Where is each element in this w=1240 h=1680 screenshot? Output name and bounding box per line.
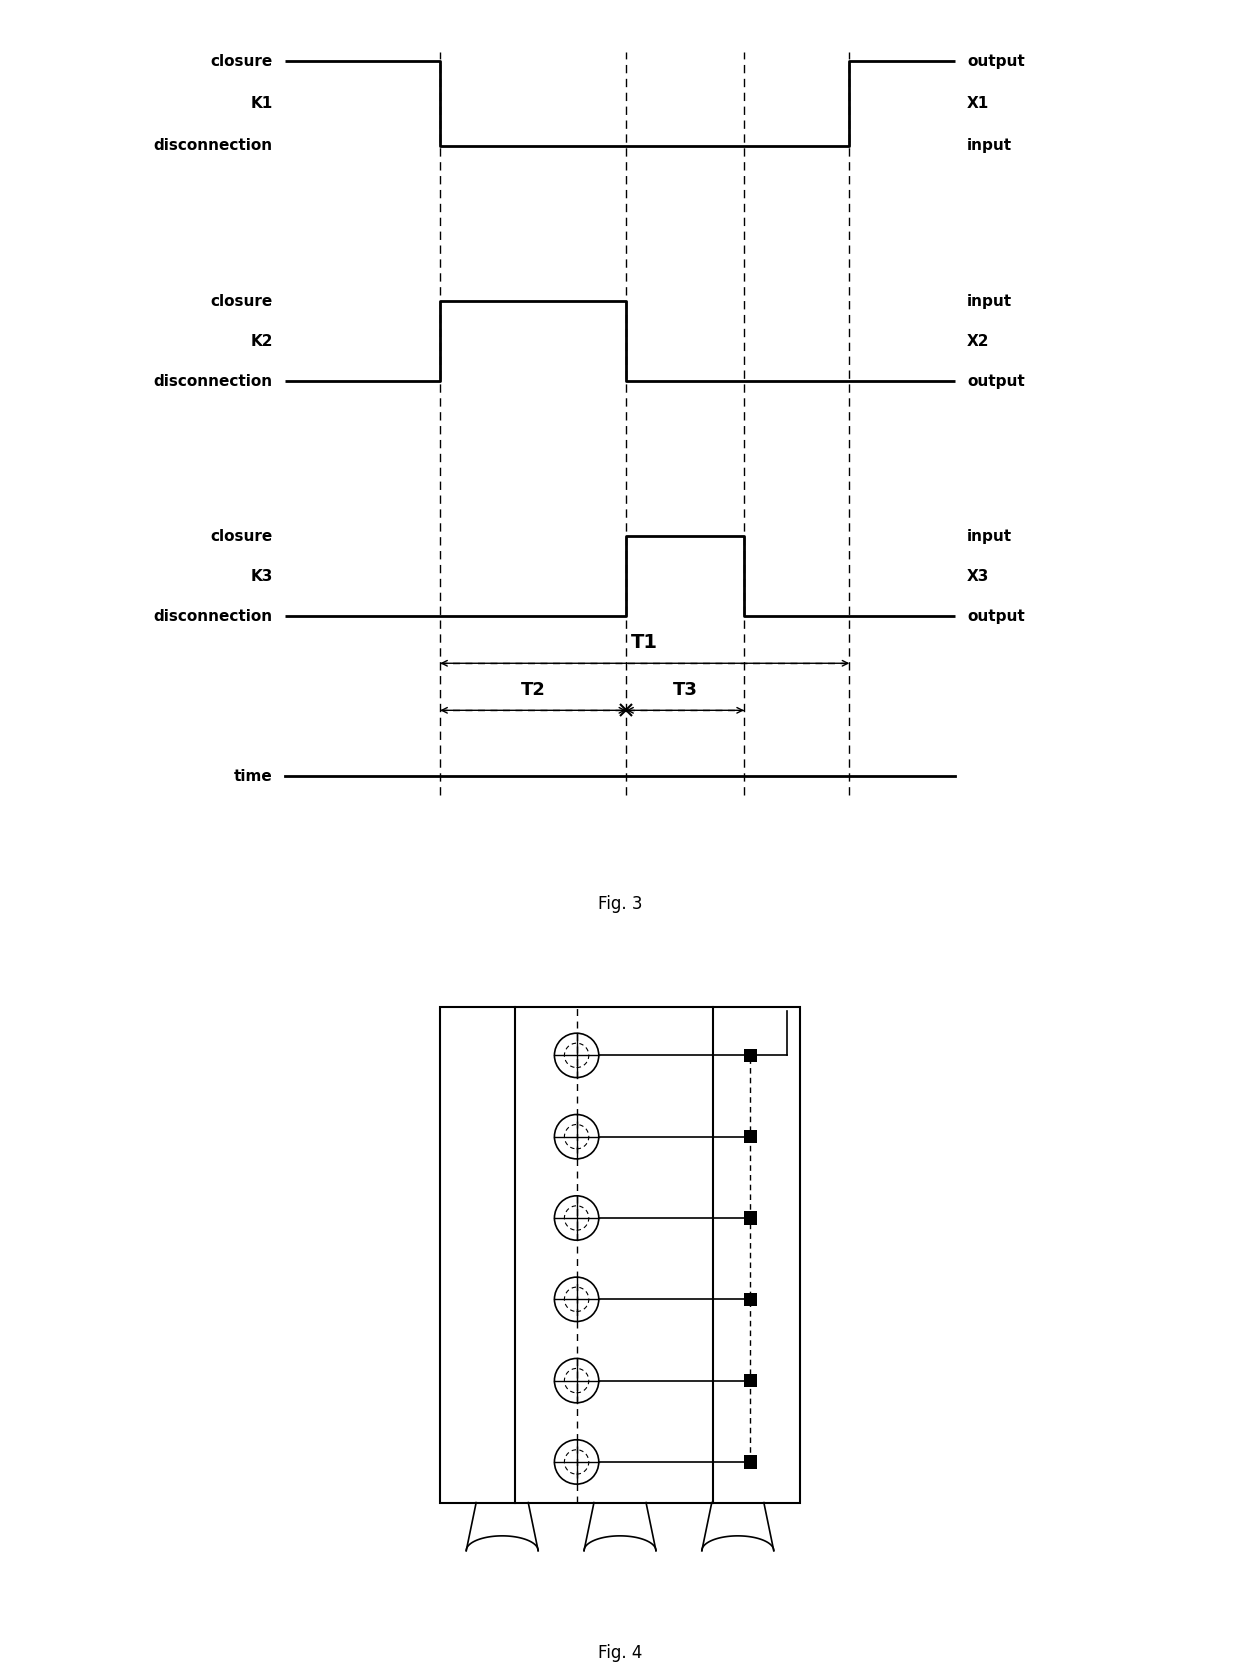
Text: disconnection: disconnection xyxy=(154,373,273,388)
Text: K3: K3 xyxy=(250,570,273,583)
Text: input: input xyxy=(967,529,1012,544)
Text: input: input xyxy=(967,294,1012,309)
Text: Fig. 3: Fig. 3 xyxy=(598,894,642,912)
Bar xyxy=(744,1048,756,1062)
Text: closure: closure xyxy=(211,294,273,309)
Text: closure: closure xyxy=(211,529,273,544)
Text: T1: T1 xyxy=(631,633,658,652)
Text: T2: T2 xyxy=(521,680,546,699)
Text: X2: X2 xyxy=(967,334,990,348)
Bar xyxy=(744,1211,756,1225)
Text: K2: K2 xyxy=(250,334,273,348)
Text: output: output xyxy=(967,608,1025,623)
Text: T3: T3 xyxy=(672,680,698,699)
Text: time: time xyxy=(234,769,273,783)
Text: output: output xyxy=(967,54,1025,69)
Text: disconnection: disconnection xyxy=(154,608,273,623)
Bar xyxy=(744,1455,756,1468)
Bar xyxy=(744,1131,756,1144)
Bar xyxy=(744,1292,756,1305)
Text: closure: closure xyxy=(211,54,273,69)
Text: disconnection: disconnection xyxy=(154,138,273,153)
Bar xyxy=(744,1374,756,1388)
Text: input: input xyxy=(967,138,1012,153)
Text: Fig. 4: Fig. 4 xyxy=(598,1643,642,1662)
Text: X3: X3 xyxy=(967,570,990,583)
Text: output: output xyxy=(967,373,1025,388)
Text: X1: X1 xyxy=(967,96,990,111)
Bar xyxy=(440,1008,800,1502)
Text: K1: K1 xyxy=(250,96,273,111)
